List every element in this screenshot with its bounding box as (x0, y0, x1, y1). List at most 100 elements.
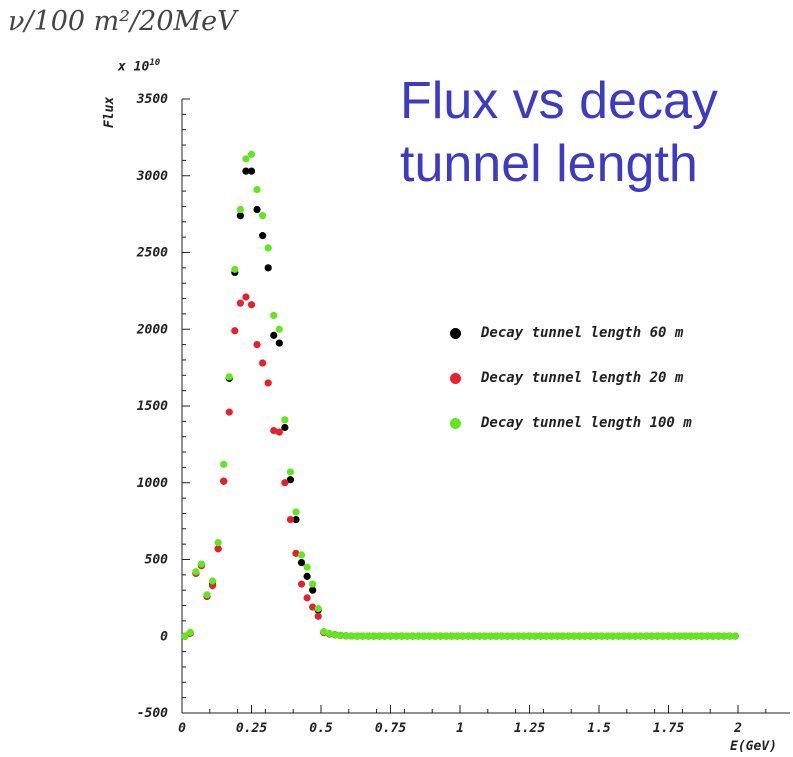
data-point (664, 632, 673, 640)
data-point (286, 468, 295, 476)
data-point (325, 629, 333, 638)
data-point (409, 632, 417, 640)
data-point (392, 632, 400, 640)
y-multiplier-base: x 10 (118, 59, 150, 75)
x-tick-label: 0.75 (375, 721, 406, 736)
data-point (581, 632, 589, 640)
data-point (297, 551, 306, 559)
data-point (231, 327, 239, 335)
data-point (309, 580, 317, 588)
data-point (670, 632, 678, 640)
data-point (464, 632, 472, 640)
data-point (731, 632, 739, 640)
data-point (186, 628, 194, 637)
data-point (398, 632, 406, 640)
data-point (225, 373, 233, 381)
data-point (292, 508, 300, 516)
data-point (698, 632, 706, 640)
data-point (598, 632, 606, 640)
unit-text: ν/100 m²/20MeV (8, 6, 237, 37)
x-tick-label: 1 (456, 721, 464, 736)
y-tick-label: 3500 (136, 92, 168, 107)
data-point (537, 632, 545, 640)
data-point (548, 632, 556, 640)
data-point (253, 341, 261, 349)
data-point (181, 632, 189, 640)
data-point (375, 632, 383, 640)
data-point (703, 632, 712, 640)
data-point (470, 632, 478, 640)
legend-marker-60m (450, 327, 461, 339)
data-point (247, 167, 256, 175)
data-point (320, 628, 328, 636)
x-axis-title: E(GeV) (730, 739, 777, 754)
data-point (303, 594, 311, 602)
y-multiplier: x 1010 (118, 58, 160, 74)
data-point (214, 539, 222, 547)
data-point (653, 632, 661, 640)
data-point (486, 632, 495, 640)
data-point (436, 632, 445, 640)
x-tick-label: 1.75 (653, 721, 684, 736)
data-point (281, 423, 289, 432)
data-point (286, 476, 295, 484)
data-point (425, 632, 434, 640)
y-tick-label: -500 (137, 706, 168, 721)
data-point (631, 632, 639, 640)
x-tick-label: 1.25 (514, 721, 545, 736)
y-tick-label: 2000 (136, 322, 168, 337)
data-point (492, 632, 500, 640)
legend-item-60m: Decay tunnel length 60 m (450, 322, 692, 344)
data-point (259, 359, 267, 367)
data-point (648, 632, 656, 640)
data-point (259, 212, 267, 220)
y-tick-label: 0 (160, 629, 168, 644)
x-tick-label: 0.5 (309, 721, 333, 736)
data-point (264, 379, 272, 387)
data-point (370, 632, 378, 640)
y-multiplier-exponent: 10 (149, 58, 161, 68)
data-point (676, 632, 684, 640)
data-point (242, 167, 250, 175)
data-point (442, 632, 450, 640)
legend-label-60m: Decay tunnel length 60 m (481, 325, 684, 341)
data-point (553, 632, 561, 640)
data-point (292, 515, 300, 524)
legend-item-20m: Decay tunnel length 20 m (450, 367, 692, 389)
data-point (197, 560, 206, 568)
data-point (275, 325, 283, 333)
data-point (498, 632, 506, 640)
data-point (336, 631, 345, 640)
data-point (247, 301, 256, 309)
data-point (681, 632, 689, 640)
data-point (264, 264, 272, 272)
x-tick-label: 0 (178, 721, 186, 736)
data-point (714, 632, 723, 640)
data-point (659, 632, 667, 640)
data-point (564, 632, 573, 640)
data-point (359, 632, 367, 640)
data-point (637, 632, 645, 640)
data-point (364, 632, 372, 640)
data-point (509, 632, 517, 640)
legend-label-100m: Decay tunnel length 100 m (481, 415, 692, 431)
data-point (414, 632, 422, 640)
data-point (214, 545, 222, 553)
data-point (331, 631, 339, 639)
data-point (220, 477, 228, 485)
data-point (531, 632, 539, 640)
data-point (453, 632, 461, 640)
legend: Decay tunnel length 60 m Decay tunnel le… (450, 322, 692, 457)
y-tick-label: 1500 (137, 399, 168, 414)
data-point (270, 311, 278, 320)
data-point (208, 577, 217, 585)
data-point (292, 549, 300, 557)
data-point (264, 244, 272, 252)
data-point (542, 632, 550, 640)
data-point (236, 212, 244, 220)
legend-marker-20m (450, 372, 461, 384)
data-point (687, 632, 695, 640)
data-point (481, 632, 489, 640)
data-point (247, 150, 256, 158)
